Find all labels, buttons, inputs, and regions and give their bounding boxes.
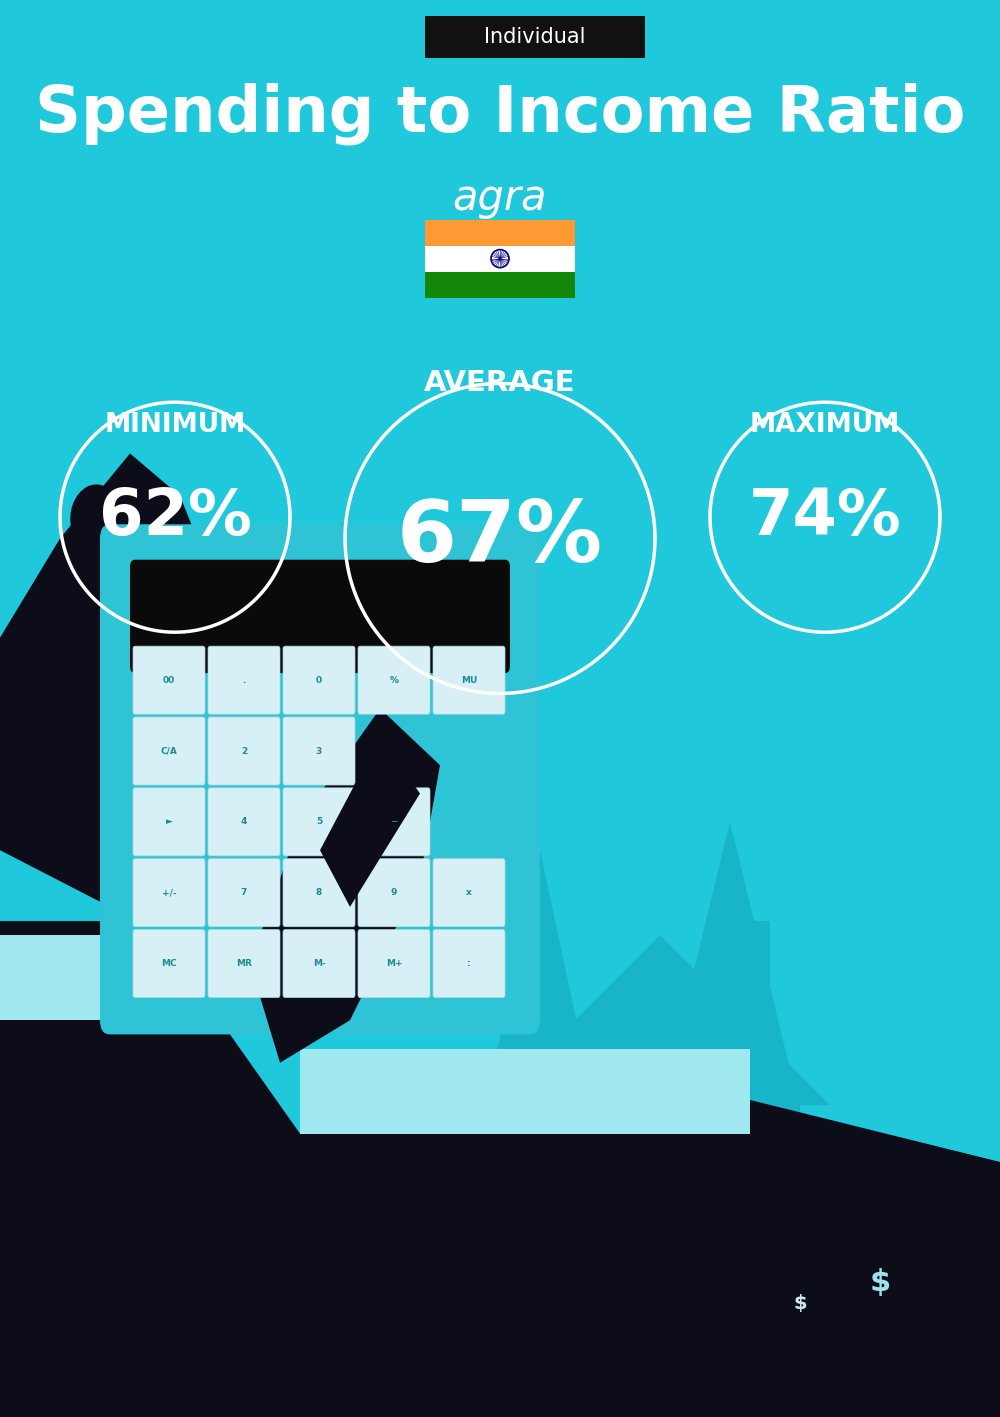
FancyBboxPatch shape [690, 1365, 830, 1382]
FancyBboxPatch shape [358, 859, 430, 927]
FancyBboxPatch shape [208, 930, 280, 998]
FancyBboxPatch shape [283, 717, 355, 785]
FancyBboxPatch shape [283, 646, 355, 714]
Polygon shape [660, 822, 800, 1346]
Polygon shape [0, 453, 220, 907]
Text: 74%: 74% [749, 486, 901, 548]
Polygon shape [250, 708, 440, 1063]
Text: 0: 0 [316, 676, 322, 684]
FancyBboxPatch shape [133, 717, 205, 785]
FancyBboxPatch shape [730, 921, 770, 1049]
FancyBboxPatch shape [358, 788, 430, 856]
Text: x: x [466, 888, 472, 897]
FancyBboxPatch shape [133, 646, 205, 714]
Text: 4: 4 [241, 818, 247, 826]
Polygon shape [0, 935, 250, 1020]
FancyBboxPatch shape [690, 1322, 830, 1339]
Text: Individual: Individual [484, 27, 586, 47]
Text: Spending to Income Ratio: Spending to Income Ratio [35, 82, 965, 145]
FancyBboxPatch shape [433, 930, 505, 998]
Ellipse shape [750, 1254, 850, 1353]
FancyBboxPatch shape [283, 859, 355, 927]
Polygon shape [490, 850, 590, 1275]
Ellipse shape [810, 1213, 950, 1352]
Text: %: % [389, 676, 398, 684]
Text: AVERAGE: AVERAGE [424, 368, 576, 397]
Ellipse shape [70, 485, 120, 550]
FancyBboxPatch shape [425, 272, 575, 298]
Text: .: . [242, 676, 246, 684]
Text: 9: 9 [391, 888, 397, 897]
FancyBboxPatch shape [590, 1247, 640, 1417]
FancyBboxPatch shape [208, 788, 280, 856]
Text: 2: 2 [241, 747, 247, 755]
Text: C/A: C/A [161, 747, 177, 755]
Text: MR: MR [236, 959, 252, 968]
FancyBboxPatch shape [133, 859, 205, 927]
FancyBboxPatch shape [640, 1247, 690, 1417]
Text: +/-: +/- [162, 888, 176, 897]
Text: MU: MU [461, 676, 477, 684]
FancyBboxPatch shape [690, 1301, 830, 1318]
FancyBboxPatch shape [433, 646, 505, 714]
Text: 5: 5 [316, 818, 322, 826]
FancyBboxPatch shape [208, 717, 280, 785]
FancyBboxPatch shape [358, 930, 430, 998]
Polygon shape [200, 1063, 1000, 1417]
FancyBboxPatch shape [130, 560, 510, 673]
FancyBboxPatch shape [283, 788, 355, 856]
Text: −: − [390, 818, 398, 826]
Polygon shape [0, 921, 300, 1417]
Text: 8: 8 [316, 888, 322, 897]
Text: 67%: 67% [397, 497, 603, 580]
FancyBboxPatch shape [690, 1280, 830, 1297]
Polygon shape [490, 935, 830, 1105]
Text: 7: 7 [241, 888, 247, 897]
FancyBboxPatch shape [133, 788, 205, 856]
FancyBboxPatch shape [283, 930, 355, 998]
Text: 62%: 62% [99, 486, 251, 548]
Text: $: $ [869, 1268, 891, 1297]
FancyBboxPatch shape [100, 524, 540, 1034]
FancyBboxPatch shape [780, 1203, 820, 1226]
FancyBboxPatch shape [690, 1343, 830, 1360]
Text: M-: M- [313, 959, 325, 968]
Polygon shape [320, 737, 420, 907]
FancyBboxPatch shape [855, 1152, 905, 1183]
Text: M+: M+ [386, 959, 402, 968]
Text: MC: MC [161, 959, 177, 968]
Text: MINIMUM: MINIMUM [104, 412, 246, 438]
FancyBboxPatch shape [425, 245, 575, 272]
Text: agra: agra [453, 177, 547, 220]
Text: MAXIMUM: MAXIMUM [750, 412, 900, 438]
FancyBboxPatch shape [520, 1105, 800, 1417]
FancyBboxPatch shape [208, 646, 280, 714]
Text: :: : [467, 959, 471, 968]
FancyBboxPatch shape [425, 16, 645, 58]
FancyBboxPatch shape [425, 220, 575, 245]
Text: 00: 00 [163, 676, 175, 684]
Text: ►: ► [166, 818, 172, 826]
FancyBboxPatch shape [433, 859, 505, 927]
FancyBboxPatch shape [133, 930, 205, 998]
FancyBboxPatch shape [208, 859, 280, 927]
Text: $: $ [793, 1294, 807, 1314]
Text: 3: 3 [316, 747, 322, 755]
Polygon shape [300, 1049, 750, 1134]
FancyBboxPatch shape [358, 646, 430, 714]
